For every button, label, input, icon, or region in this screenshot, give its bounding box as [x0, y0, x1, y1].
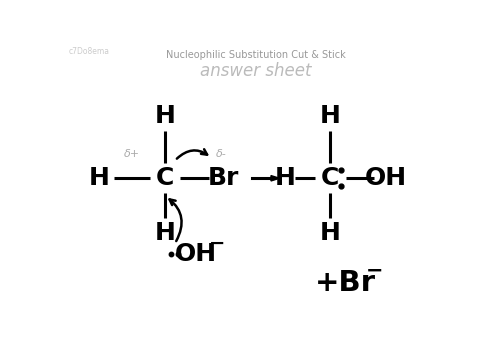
Text: δ+: δ+ — [124, 149, 140, 159]
Text: c7Do8ema: c7Do8ema — [68, 47, 110, 56]
Text: H: H — [320, 221, 340, 245]
Text: −: − — [210, 234, 226, 253]
Text: H: H — [89, 166, 110, 190]
Text: C: C — [320, 166, 339, 190]
Text: δ-: δ- — [216, 149, 227, 159]
Text: H: H — [155, 221, 176, 245]
Text: answer sheet: answer sheet — [200, 62, 312, 80]
Text: H: H — [275, 166, 296, 190]
Text: −: − — [366, 261, 383, 281]
Text: OH: OH — [365, 166, 407, 190]
Text: H: H — [320, 104, 340, 128]
Text: Br: Br — [208, 166, 239, 190]
Text: +Br: +Br — [315, 269, 376, 297]
Polygon shape — [271, 175, 280, 181]
Text: Nucleophilic Substitution Cut & Stick: Nucleophilic Substitution Cut & Stick — [166, 49, 346, 60]
Text: H: H — [155, 104, 176, 128]
Text: C: C — [156, 166, 174, 190]
Text: OH: OH — [175, 243, 217, 267]
